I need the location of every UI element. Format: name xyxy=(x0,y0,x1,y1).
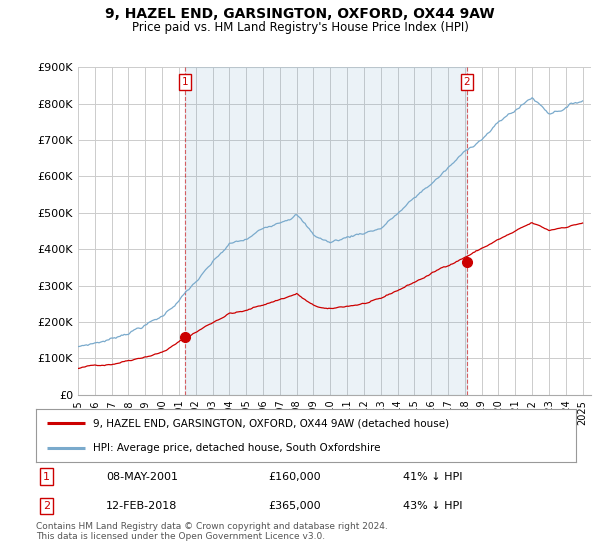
Text: 1: 1 xyxy=(181,77,188,87)
Text: 9, HAZEL END, GARSINGTON, OXFORD, OX44 9AW: 9, HAZEL END, GARSINGTON, OXFORD, OX44 9… xyxy=(105,7,495,21)
Text: 08-MAY-2001: 08-MAY-2001 xyxy=(106,472,178,482)
Text: 43% ↓ HPI: 43% ↓ HPI xyxy=(403,501,463,511)
Text: 12-FEB-2018: 12-FEB-2018 xyxy=(106,501,178,511)
Text: HPI: Average price, detached house, South Oxfordshire: HPI: Average price, detached house, Sout… xyxy=(92,442,380,452)
Text: Contains HM Land Registry data © Crown copyright and database right 2024.
This d: Contains HM Land Registry data © Crown c… xyxy=(36,522,388,542)
Text: 9, HAZEL END, GARSINGTON, OXFORD, OX44 9AW (detached house): 9, HAZEL END, GARSINGTON, OXFORD, OX44 9… xyxy=(92,418,449,428)
Text: 2: 2 xyxy=(43,501,50,511)
Text: 2: 2 xyxy=(464,77,470,87)
Text: £365,000: £365,000 xyxy=(268,501,321,511)
Text: 1: 1 xyxy=(43,472,50,482)
Text: £160,000: £160,000 xyxy=(268,472,321,482)
Text: 41% ↓ HPI: 41% ↓ HPI xyxy=(403,472,463,482)
Bar xyxy=(185,67,467,395)
Text: Price paid vs. HM Land Registry's House Price Index (HPI): Price paid vs. HM Land Registry's House … xyxy=(131,21,469,34)
